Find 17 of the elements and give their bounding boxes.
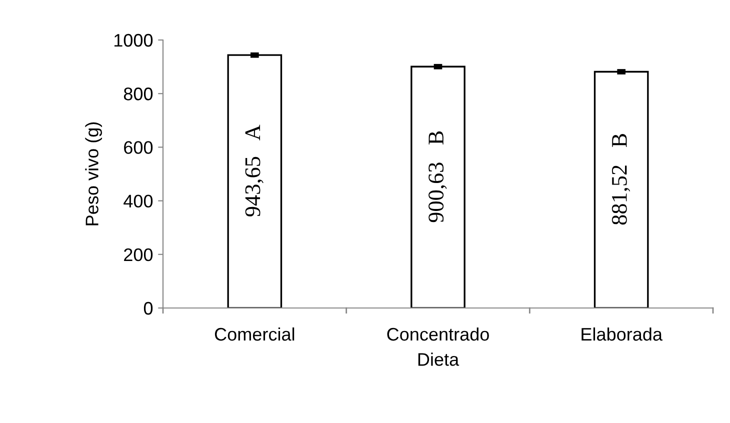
- y-tick-label: 1000: [114, 34, 153, 47]
- bar: [594, 70, 649, 308]
- x-tick-label: Concentrado: [387, 327, 489, 341]
- y-tick-label: 0: [144, 302, 153, 315]
- y-tick-label: 800: [124, 88, 153, 100]
- data-label: 900,63 B: [428, 131, 447, 222]
- x-axis-title: Dieta: [418, 352, 460, 366]
- data-label: 943,65 A: [245, 124, 264, 216]
- y-tick-label: 200: [124, 248, 153, 262]
- data-label: 881,52 B: [612, 134, 630, 225]
- y-tick-label: 600: [124, 141, 153, 154]
- x-tick-label: Elaborada: [582, 327, 662, 341]
- x-tick-label: Comercial: [214, 327, 294, 341]
- bar: [227, 54, 282, 308]
- y-axis-title: Peso vivo (g): [85, 122, 102, 226]
- y-tick-label: 400: [124, 194, 153, 208]
- bar: [410, 66, 466, 308]
